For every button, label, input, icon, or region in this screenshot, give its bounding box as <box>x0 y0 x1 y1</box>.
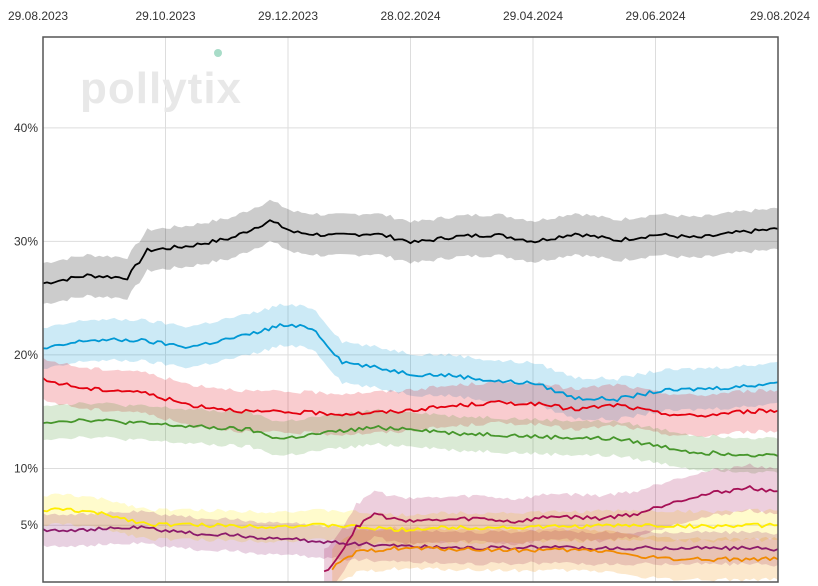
x-axis-ticks: 29.08.2023 29.10.2023 29.12.2023 28.02.2024… <box>8 9 810 23</box>
series-band <box>43 357 778 438</box>
series-line <box>42 525 779 552</box>
series-line <box>323 485 779 573</box>
y-axis-ticks: 5% 10% 20% 30% 40% <box>14 121 38 532</box>
y-tick-label: 10% <box>14 461 38 475</box>
series-band <box>43 199 778 304</box>
plot-area: pollytix <box>42 36 779 583</box>
gridlines <box>43 37 778 582</box>
x-tick-label: 29.12.2023 <box>258 9 318 23</box>
x-tick-label: 29.04.2024 <box>503 9 563 23</box>
watermark-text: pollytix <box>80 64 242 113</box>
series-line <box>42 377 779 418</box>
watermark-logo: pollytix <box>80 49 242 113</box>
watermark-dot <box>214 49 222 57</box>
y-tick-label: 30% <box>14 234 38 248</box>
x-tick-label: 28.02.2024 <box>380 9 440 23</box>
series-line <box>42 507 779 533</box>
series-line <box>42 323 779 403</box>
series-lines <box>42 219 779 573</box>
x-tick-label: 29.08.2023 <box>8 9 68 23</box>
x-tick-label: 29.06.2024 <box>625 9 685 23</box>
series-band <box>43 303 778 422</box>
series-line <box>42 219 779 285</box>
series-band <box>324 463 778 582</box>
y-tick-label: 40% <box>14 121 38 135</box>
series-band <box>332 526 778 582</box>
series-line <box>42 418 779 458</box>
y-tick-label: 20% <box>14 348 38 362</box>
x-tick-label: 29.10.2023 <box>135 9 195 23</box>
series-band <box>43 510 778 567</box>
series-band <box>43 402 778 474</box>
plot-frame <box>42 36 779 583</box>
series-line <box>331 545 779 571</box>
x-tick-label: 29.08.2024 <box>750 9 810 23</box>
y-tick-label: 5% <box>21 518 39 532</box>
